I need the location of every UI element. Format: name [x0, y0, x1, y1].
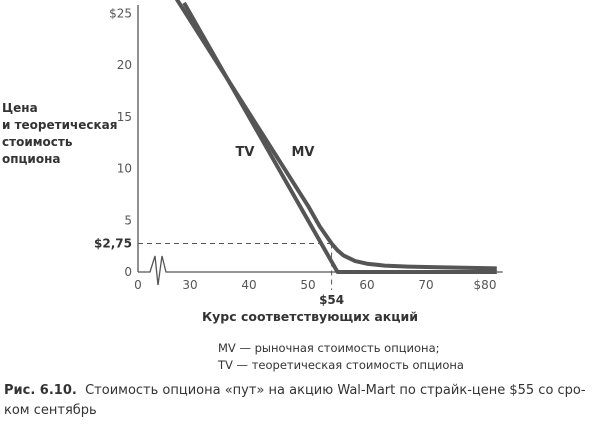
- mv-series-label: MV: [292, 145, 315, 160]
- legend-mv: MV — рыночная стоимость опциона;: [218, 341, 440, 355]
- x-axis-with-break: [138, 255, 503, 286]
- y-marker-label: $2,75: [94, 237, 132, 251]
- x-tick-label: 60: [359, 278, 374, 292]
- x-tick-label: $80: [474, 278, 497, 292]
- x-axis-label: Курс соответствующих акций: [201, 309, 419, 324]
- x-tick-label: 40: [241, 278, 256, 292]
- figure-number: Рис. 6.10.: [4, 383, 77, 398]
- y-axis-label: Цена и теоретическая стоимость опциона: [2, 100, 117, 168]
- y-tick-label: 0: [124, 265, 132, 279]
- x-tick-label: 50: [300, 278, 315, 292]
- x-tick-label: 70: [418, 278, 433, 292]
- series-line-tv: [182, 1, 497, 274]
- y-axis-label-line: Цена: [2, 101, 38, 115]
- y-tick-label: 10: [117, 162, 132, 176]
- x-marker-label: $54: [319, 293, 344, 307]
- figure-caption: Рис. 6.10. Стоимость опциона «пут» на ак…: [4, 381, 594, 421]
- tv-series-label: TV: [236, 145, 255, 160]
- x-tick-label: 0: [134, 278, 142, 292]
- y-tick-label: 20: [117, 58, 132, 72]
- y-axis-label-line: опциона: [2, 152, 61, 166]
- legend: MV — рыночная стоимость опциона; TV — те…: [218, 340, 464, 374]
- y-tick-label: $25: [109, 6, 132, 20]
- y-axis-label-line: и теоретическая: [2, 118, 118, 132]
- series-line-mv: [174, 0, 497, 271]
- y-axis-label-line: стоимость: [2, 135, 73, 149]
- y-tick-label: 15: [117, 110, 132, 124]
- x-tick-label: 30: [182, 278, 197, 292]
- legend-tv: TV — теоретическая стоимость опциона: [218, 358, 464, 372]
- figure-caption-text: Стоимость опциона «пут» на акцию Wal-Mar…: [4, 383, 586, 418]
- y-tick-label: 5: [124, 213, 132, 227]
